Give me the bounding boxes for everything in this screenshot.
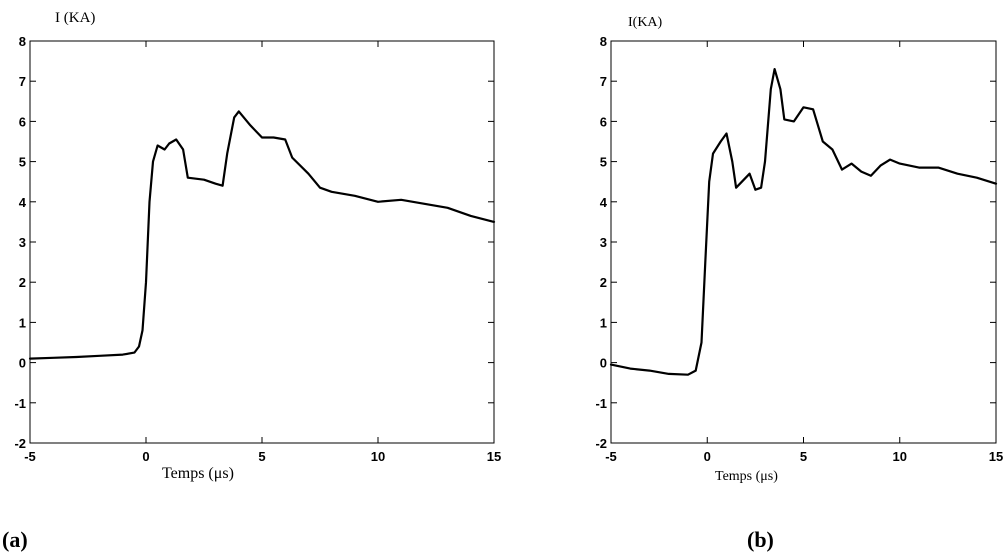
chart-a: I (KA) Temps (μs) (a) -2 -1 0 1 2 3 4 5 6 7 8 -5 0 5 1… <box>2 10 501 552</box>
y-tick-label-b: 5 <box>600 155 607 170</box>
y-tick-label-b: 1 <box>600 315 607 330</box>
y-axis-label-b: I(KA) <box>628 15 663 30</box>
x-tick-label-b: -5 <box>605 449 617 464</box>
y-tick-label-b: -2 <box>595 436 607 451</box>
panel-label-a: (a) <box>2 527 28 552</box>
y-tick-label-b: 7 <box>600 74 607 89</box>
y-tick-label-a: 4 <box>19 195 27 210</box>
y-tick-label-a: 2 <box>19 275 26 290</box>
y-tick-label-b: 0 <box>600 356 607 371</box>
current-series-line-a <box>28 110 496 360</box>
y-tick-label-a: 3 <box>19 235 26 250</box>
y-tick-label-b: 8 <box>600 34 607 49</box>
y-tick-label-b: 4 <box>600 195 608 210</box>
x-tick-label-a: -5 <box>24 449 36 464</box>
plot-frame-b <box>610 40 997 444</box>
x-axis-label-b: Temps (μs) <box>715 469 778 484</box>
y-tick-label-a: 1 <box>19 315 26 330</box>
x-tick-label-a: 15 <box>487 449 501 464</box>
x-tick-label-a: 10 <box>371 449 385 464</box>
current-series-line-b <box>609 68 998 376</box>
x-tick-label-a: 5 <box>258 449 265 464</box>
y-tick-label-a: 8 <box>19 34 26 49</box>
y-axis-label-a: I (KA) <box>55 10 95 26</box>
chart-b: I(KA) Temps (μs) (b) -2 -1 0 1 2 3 4 5 6 7 8 -5 0 5 10… <box>595 15 1003 552</box>
x-tick-label-b: 0 <box>704 449 711 464</box>
x-tick-label-b: 15 <box>989 449 1003 464</box>
x-axis-label-a: Temps (μs) <box>162 465 234 482</box>
y-tick-label-b: 2 <box>600 275 607 290</box>
x-tick-label-a: 0 <box>142 449 149 464</box>
y-tick-label-a: -2 <box>14 436 26 451</box>
y-tick-label-a: -1 <box>14 396 26 411</box>
y-tick-label-b: -1 <box>595 396 607 411</box>
panel-label-b: (b) <box>747 527 774 552</box>
y-tick-label-a: 6 <box>19 114 26 129</box>
y-tick-label-a: 0 <box>19 356 26 371</box>
y-tick-label-a: 7 <box>19 74 26 89</box>
y-tick-label-b: 3 <box>600 235 607 250</box>
plot-frame-a <box>29 40 495 444</box>
y-tick-label-a: 5 <box>19 155 26 170</box>
x-tick-label-b: 5 <box>800 449 807 464</box>
x-tick-label-b: 10 <box>893 449 907 464</box>
y-tick-label-b: 6 <box>600 114 607 129</box>
